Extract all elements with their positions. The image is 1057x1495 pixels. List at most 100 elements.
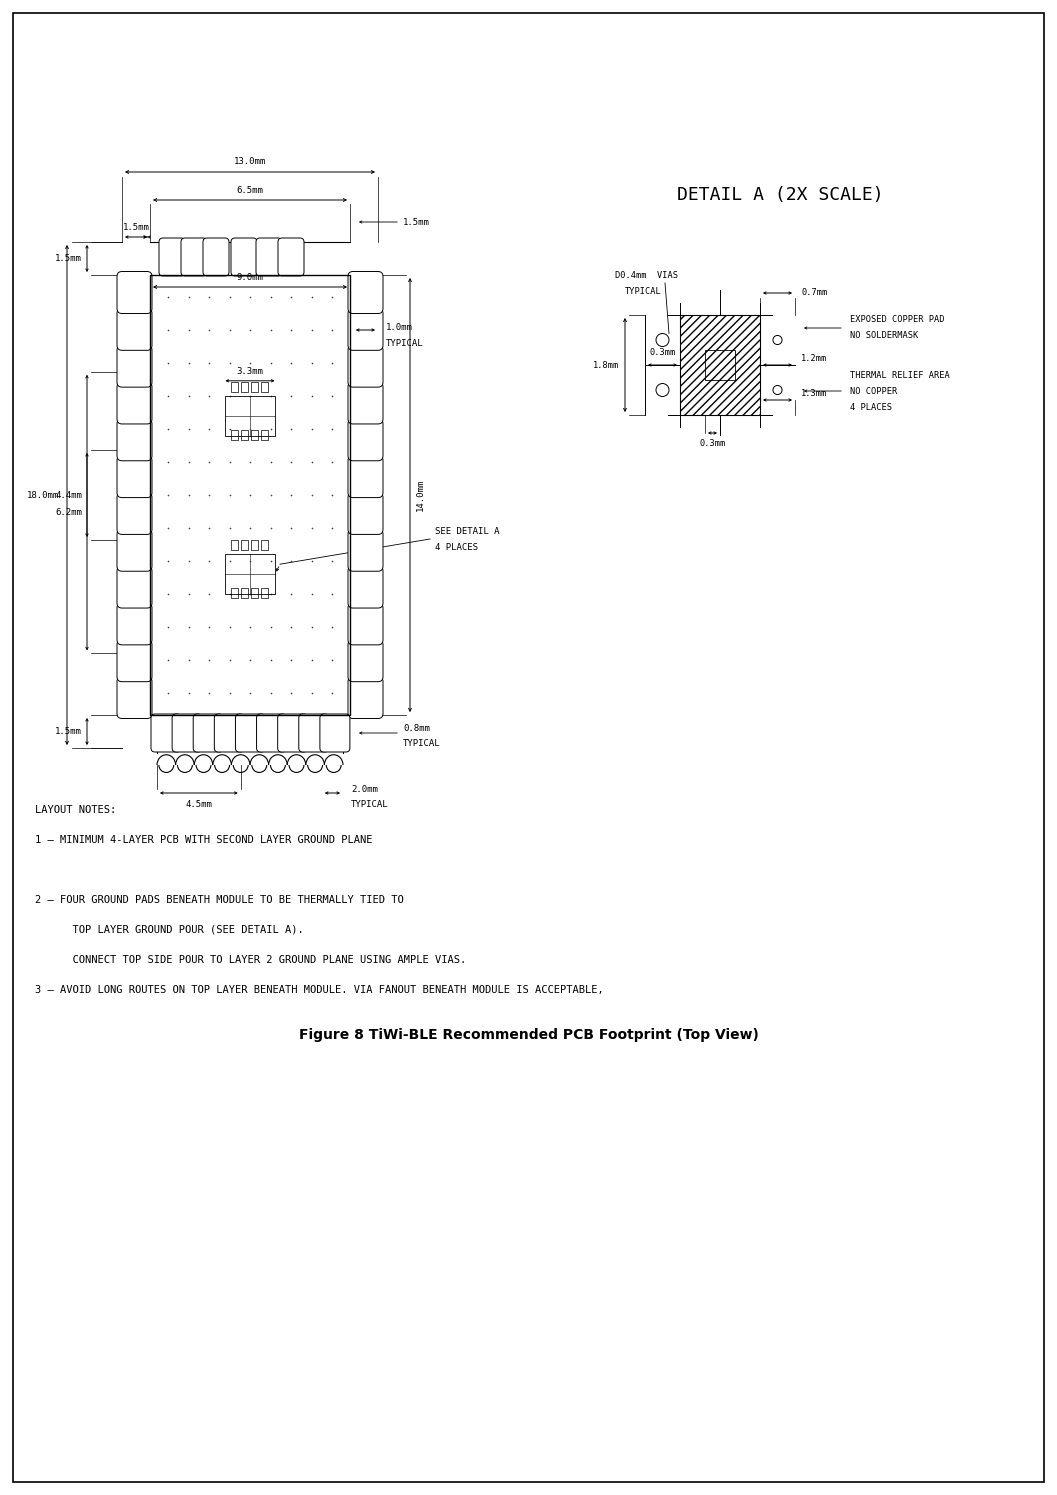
Text: 0.7mm: 0.7mm	[801, 289, 828, 298]
FancyBboxPatch shape	[117, 272, 152, 314]
FancyBboxPatch shape	[299, 715, 329, 752]
Text: 6.5mm: 6.5mm	[237, 185, 263, 194]
Text: 1.0mm: 1.0mm	[386, 323, 413, 332]
FancyBboxPatch shape	[117, 419, 152, 460]
FancyBboxPatch shape	[348, 345, 383, 387]
Bar	[231, 588, 238, 598]
Text: 0.3mm: 0.3mm	[700, 440, 725, 448]
Bar	[251, 540, 258, 550]
Text: 0.3mm: 0.3mm	[649, 348, 675, 357]
Text: 6.2mm: 6.2mm	[55, 508, 82, 517]
FancyBboxPatch shape	[348, 492, 383, 534]
Text: TYPICAL: TYPICAL	[403, 739, 441, 748]
Bar	[261, 429, 268, 440]
FancyBboxPatch shape	[159, 238, 185, 277]
Text: TOP LAYER GROUND POUR (SEE DETAIL A).: TOP LAYER GROUND POUR (SEE DETAIL A).	[35, 925, 303, 934]
FancyBboxPatch shape	[348, 567, 383, 608]
Bar	[251, 588, 258, 598]
Bar	[680, 315, 760, 416]
Text: 4.4mm: 4.4mm	[55, 490, 82, 499]
Bar	[241, 588, 248, 598]
FancyBboxPatch shape	[348, 272, 383, 314]
Text: 1.5mm: 1.5mm	[123, 223, 149, 232]
FancyBboxPatch shape	[348, 381, 383, 425]
FancyBboxPatch shape	[215, 715, 244, 752]
FancyBboxPatch shape	[117, 602, 152, 644]
Circle shape	[656, 333, 669, 347]
Text: D0.4mm  VIAS: D0.4mm VIAS	[615, 271, 678, 280]
Bar	[150, 275, 350, 715]
FancyBboxPatch shape	[117, 345, 152, 387]
Text: TYPICAL: TYPICAL	[625, 287, 662, 296]
FancyBboxPatch shape	[348, 602, 383, 644]
Text: TYPICAL: TYPICAL	[386, 338, 424, 347]
Bar	[225, 555, 275, 594]
Circle shape	[656, 384, 669, 396]
Text: 3 – AVOID LONG ROUTES ON TOP LAYER BENEATH MODULE. VIA FANOUT BENEATH MODULE IS : 3 – AVOID LONG ROUTES ON TOP LAYER BENEA…	[35, 985, 604, 996]
Text: 1.3mm: 1.3mm	[801, 390, 828, 399]
FancyBboxPatch shape	[348, 529, 383, 571]
FancyBboxPatch shape	[320, 715, 350, 752]
Text: 18.0mm: 18.0mm	[26, 490, 59, 499]
FancyBboxPatch shape	[117, 529, 152, 571]
Bar	[261, 540, 268, 550]
Bar	[241, 381, 248, 392]
Bar	[251, 429, 258, 440]
FancyBboxPatch shape	[257, 715, 286, 752]
FancyBboxPatch shape	[117, 640, 152, 682]
Bar	[241, 540, 248, 550]
FancyBboxPatch shape	[278, 238, 304, 277]
FancyBboxPatch shape	[348, 677, 383, 719]
Bar	[705, 350, 735, 380]
Text: 1.5mm: 1.5mm	[55, 727, 82, 736]
Text: 2 – FOUR GROUND PADS BENEATH MODULE TO BE THERMALLY TIED TO: 2 – FOUR GROUND PADS BENEATH MODULE TO B…	[35, 896, 404, 904]
FancyBboxPatch shape	[278, 715, 308, 752]
Text: 14.0mm: 14.0mm	[416, 478, 425, 511]
FancyBboxPatch shape	[193, 715, 223, 752]
FancyBboxPatch shape	[256, 238, 282, 277]
Circle shape	[773, 386, 782, 395]
Bar	[251, 381, 258, 392]
FancyBboxPatch shape	[117, 567, 152, 608]
FancyBboxPatch shape	[172, 715, 202, 752]
Bar	[261, 381, 268, 392]
Text: 0.8mm: 0.8mm	[403, 724, 430, 733]
FancyBboxPatch shape	[348, 640, 383, 682]
Text: CONNECT TOP SIDE POUR TO LAYER 2 GROUND PLANE USING AMPLE VIAS.: CONNECT TOP SIDE POUR TO LAYER 2 GROUND …	[35, 955, 466, 964]
FancyBboxPatch shape	[117, 381, 152, 425]
Text: 1.5mm: 1.5mm	[55, 254, 82, 263]
FancyBboxPatch shape	[348, 456, 383, 498]
Bar	[231, 381, 238, 392]
Text: 4 PLACES: 4 PLACES	[850, 402, 892, 411]
FancyBboxPatch shape	[117, 492, 152, 534]
FancyBboxPatch shape	[203, 238, 229, 277]
Text: NO SOLDERMASK: NO SOLDERMASK	[850, 332, 919, 341]
Text: EXPOSED COPPER PAD: EXPOSED COPPER PAD	[850, 315, 945, 324]
Text: 1 – MINIMUM 4-LAYER PCB WITH SECOND LAYER GROUND PLANE: 1 – MINIMUM 4-LAYER PCB WITH SECOND LAYE…	[35, 836, 372, 845]
Text: 1.8mm: 1.8mm	[593, 360, 619, 369]
Text: 13.0mm: 13.0mm	[234, 157, 266, 166]
Text: 1.5mm: 1.5mm	[403, 217, 430, 227]
FancyBboxPatch shape	[348, 308, 383, 350]
Text: LAYOUT NOTES:: LAYOUT NOTES:	[35, 804, 116, 815]
Text: NO COPPER: NO COPPER	[850, 387, 897, 396]
FancyBboxPatch shape	[117, 308, 152, 350]
Text: TYPICAL: TYPICAL	[351, 800, 389, 809]
Text: 4 PLACES: 4 PLACES	[435, 543, 478, 552]
Text: 1.2mm: 1.2mm	[801, 354, 828, 363]
Text: 2.0mm: 2.0mm	[351, 785, 377, 794]
Bar	[231, 429, 238, 440]
Text: Figure 8 TiWi-BLE Recommended PCB Footprint (Top View): Figure 8 TiWi-BLE Recommended PCB Footpr…	[298, 1029, 759, 1042]
Text: 4.5mm: 4.5mm	[185, 800, 212, 809]
Bar	[261, 588, 268, 598]
FancyBboxPatch shape	[236, 715, 265, 752]
FancyBboxPatch shape	[231, 238, 257, 277]
FancyBboxPatch shape	[348, 419, 383, 460]
FancyBboxPatch shape	[117, 456, 152, 498]
Text: SEE DETAIL A: SEE DETAIL A	[435, 526, 500, 535]
Text: THERMAL RELIEF AREA: THERMAL RELIEF AREA	[850, 371, 950, 380]
Bar	[231, 540, 238, 550]
Bar	[225, 396, 275, 437]
Text: 3.3mm: 3.3mm	[237, 366, 263, 375]
FancyBboxPatch shape	[117, 677, 152, 719]
